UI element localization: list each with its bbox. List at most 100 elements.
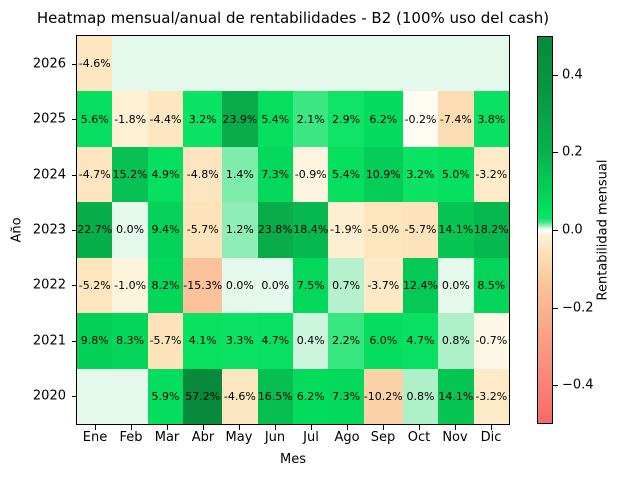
heatmap-cell: 5.6% [77, 91, 113, 147]
y-tick-label: 2024 [32, 167, 66, 183]
colorbar-tick-label: −0.2 [562, 300, 594, 316]
heatmap-cell: 5.0% [438, 146, 474, 203]
heatmap-cell: -3.2% [473, 368, 509, 424]
x-tick-mark [167, 425, 168, 430]
heatmap-cell [402, 36, 439, 92]
y-tick-label: 2023 [32, 222, 66, 238]
colorbar-tick-mark [553, 385, 558, 387]
heatmap-cell [293, 36, 329, 92]
y-tick-label: 2026 [32, 56, 66, 72]
x-tick-label: Mar [154, 430, 180, 445]
x-tick-mark [383, 425, 384, 430]
y-tick-mark [72, 340, 77, 342]
heatmap-cell [77, 368, 113, 424]
heatmap-cell: -5.7% [402, 202, 439, 258]
heatmap-cell: 3.8% [473, 91, 509, 147]
heatmap-cell: -5.7% [147, 313, 184, 369]
x-tick-label: Ene [82, 430, 108, 445]
heatmap-cell [112, 368, 148, 424]
x-tick-label: Oct [407, 430, 431, 445]
colorbar-tick-label: −0.4 [562, 377, 594, 393]
x-tick-label: Dic [480, 430, 502, 445]
heatmap-cell: 0.7% [328, 257, 364, 314]
heatmap-cell: -1.9% [328, 202, 364, 258]
x-tick-label: Ago [334, 430, 360, 445]
heatmap-cell: -15.3% [183, 257, 223, 314]
x-tick-mark [239, 425, 240, 430]
heatmap-cell: 22.7% [77, 202, 113, 258]
heatmap-cell: 8.5% [473, 257, 509, 314]
chart-title: Heatmap mensual/anual de rentabilidades … [36, 9, 550, 27]
heatmap-cell: 4.9% [147, 146, 184, 203]
heatmap-cell: 16.5% [257, 368, 293, 424]
heatmap-cell [147, 36, 184, 92]
heatmap-cell [438, 36, 474, 92]
heatmap-cell: 1.2% [222, 202, 258, 258]
heatmap-cell: 7.3% [257, 146, 293, 203]
x-tick-label: Abr [191, 430, 215, 445]
heatmap-cell: 14.1% [438, 368, 474, 424]
heatmap-cell: 7.5% [293, 257, 329, 314]
x-tick-mark [491, 425, 492, 430]
x-tick-mark [95, 425, 96, 430]
heatmap-cell: -1.0% [112, 257, 148, 314]
heatmap-cell [328, 36, 364, 92]
y-tick-label: 2020 [32, 388, 66, 404]
heatmap-cell: 0.0% [257, 257, 293, 314]
y-tick-mark [72, 119, 77, 121]
x-tick-mark [455, 425, 456, 430]
heatmap-cell: 3.2% [402, 146, 439, 203]
heatmap-cell: -0.9% [293, 146, 329, 203]
y-tick-label: 2025 [32, 111, 66, 127]
heatmap-cell: 23.8% [257, 202, 293, 258]
heatmap-cell: 6.2% [363, 91, 403, 147]
colorbar-tick-mark [553, 74, 558, 76]
heatmap-cell: 12.4% [402, 257, 439, 314]
heatmap-cell: 0.4% [293, 313, 329, 369]
x-tick-mark [275, 425, 276, 430]
heatmap-cell [112, 36, 148, 92]
x-tick-mark [203, 425, 204, 430]
heatmap-cell: -4.8% [183, 146, 223, 203]
heatmap-cell: 10.9% [363, 146, 403, 203]
heatmap-cell: 5.4% [328, 146, 364, 203]
y-tick-mark [72, 230, 77, 231]
x-tick-mark [311, 425, 312, 430]
x-tick-label: Jun [264, 430, 286, 445]
heatmap-cell: 8.3% [112, 313, 148, 369]
heatmap-cell: 1.4% [222, 146, 258, 203]
heatmap-cell: 7.3% [328, 368, 364, 424]
heatmap-cell [257, 36, 293, 92]
colorbar-tick-mark [553, 152, 558, 154]
x-tick-label: Sep [370, 430, 396, 445]
y-tick-mark [72, 285, 77, 287]
heatmap-cell: 6.0% [363, 313, 403, 369]
heatmap-cell: -0.7% [473, 313, 509, 369]
heatmap-cell: -7.4% [438, 91, 474, 147]
heatmap-cell: -10.2% [363, 368, 403, 424]
heatmap-cell: 18.4% [293, 202, 329, 258]
heatmap-grid: -4.6% 5.6% -1.8% -4.4% 3.2% 23.9% 5.4% 2.1% 2.9%… [76, 35, 510, 425]
heatmap-cell: 4.7% [402, 313, 439, 369]
heatmap-cell: 2.9% [328, 91, 364, 147]
heatmap-cell: -4.4% [147, 91, 184, 147]
x-tick-mark [419, 425, 420, 430]
heatmap-cell: -5.0% [363, 202, 403, 258]
heatmap-cell: 3.2% [183, 91, 223, 147]
heatmap-cell: -3.7% [363, 257, 403, 314]
heatmap-cell [363, 36, 403, 92]
x-axis-label: Mes [280, 452, 306, 467]
heatmap-cell: 6.2% [293, 368, 329, 424]
heatmap-cell: -5.7% [183, 202, 223, 258]
heatmap-cell: -0.2% [402, 91, 439, 147]
y-tick-label: 2022 [32, 277, 66, 293]
heatmap-cell: 5.4% [257, 91, 293, 147]
heatmap-cell: 0.8% [402, 368, 439, 424]
heatmap-cell: 4.7% [257, 313, 293, 369]
heatmap-cell: -4.6% [77, 36, 113, 92]
heatmap-cell: 8.2% [147, 257, 184, 314]
heatmap-cell: 0.0% [222, 257, 258, 314]
heatmap-cell [183, 36, 223, 92]
x-tick-label: Jul [303, 430, 319, 445]
